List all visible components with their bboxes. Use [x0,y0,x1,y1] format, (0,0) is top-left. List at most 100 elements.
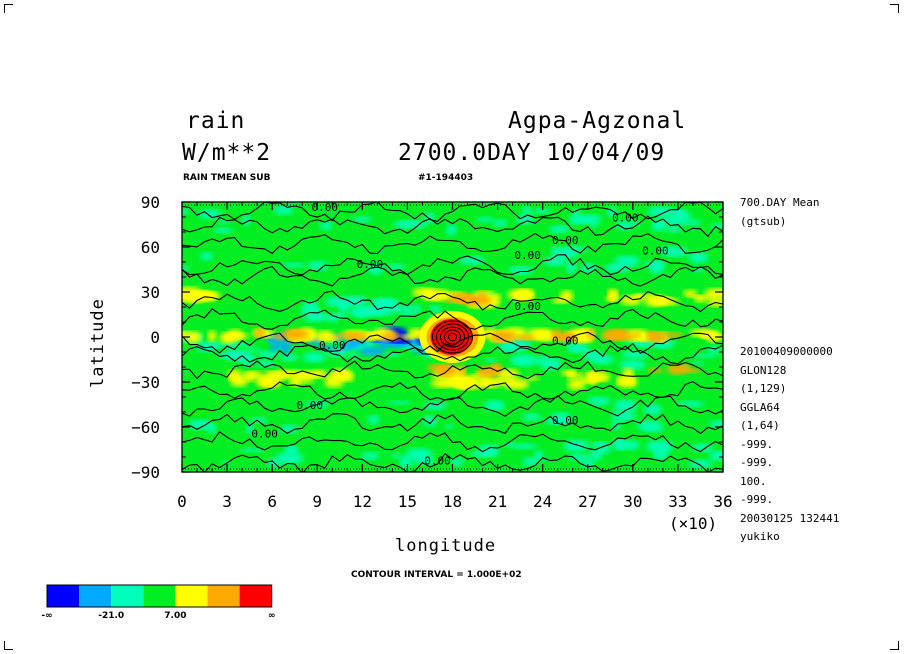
contour-line [182,413,723,435]
contour-ring [436,323,469,351]
cyan-patch [679,219,702,226]
yellow-patch [512,290,533,302]
cyan-patch [356,312,365,319]
cyan-patch [492,219,507,227]
orange-patch [681,368,701,374]
contour-line [182,380,723,401]
x-tick-label: 21 [488,492,507,511]
cyan-patch [647,206,674,218]
x-axis-label: longitude [395,536,497,556]
yellow-patch [400,334,419,340]
x-tick-label: 36 [713,492,732,511]
cyan-patch [533,359,546,365]
yellow-patch [185,292,206,304]
y-tick-label: 30 [141,283,160,302]
cyan-patch [368,263,383,275]
x-tick-label: 30 [623,492,642,511]
cyan-patch [200,251,213,261]
orange-patch [448,292,472,303]
cyan-patch [405,448,433,461]
corner-mark [4,4,13,13]
cyan-patch [451,457,464,467]
orange-patch [552,328,561,340]
contour-label: 0.00 [251,428,278,441]
yellow-patch [431,375,446,380]
cyan-patch [484,357,498,363]
orange-patch [516,334,536,341]
cyan-patch [478,444,500,454]
yellow-patch [317,330,334,340]
colorbar-swatch [47,585,80,607]
cyan-patch [245,423,254,434]
cyan-patch [444,424,455,429]
cyan-patch [423,212,435,224]
cyan-patch [303,312,327,322]
yellow-patch [184,331,202,344]
contour-line [182,215,723,238]
cyan-patch [275,451,304,464]
cyan-patch [568,453,591,462]
contour-label: 0.00 [552,414,579,427]
cyan-patch [393,220,410,229]
cyan-patch [522,413,542,421]
side-info-top: 700.DAY Mean (gtsub) [740,194,819,231]
contour-label: 0.00 [296,399,323,412]
cyan-patch [199,420,211,426]
contour-label: 0.00 [514,300,541,313]
colorbar: -∞ -21.0 7.00 ∞ [41,584,275,621]
yellow-patch [578,378,599,384]
x-tick-label: 3 [222,492,232,511]
x-tick-label: 9 [312,492,322,511]
lightblue-patch [269,344,279,352]
y-tick-label: −90 [131,463,160,482]
cyan-patch [249,417,268,424]
cyan-patch [532,208,551,214]
x-tick-label: 27 [578,492,597,511]
cyan-patch [209,342,227,348]
cyan-patch [459,256,485,265]
yellow-patch [495,368,520,380]
contour-ring [440,326,465,348]
side-info-line: -999. [740,456,774,469]
x-tick-label: 33 [668,492,687,511]
cyan-patch [503,442,516,448]
cyan-patch [182,208,189,215]
colorbar-label: -∞ [41,611,52,621]
colorbar-label: 7.00 [164,611,186,621]
side-info-bottom: 20100409000000 GLON128 (1,129) GGLA64 (1… [740,343,839,547]
contour-line [182,290,723,313]
orange-patch [281,328,309,340]
y-tick-label: −60 [131,418,160,437]
cyan-patch [361,451,380,460]
cyan-patch [581,263,596,273]
yellow-patch [706,331,720,343]
cyan-patch [708,420,723,428]
cyan-patch [689,459,713,469]
y-axis-label: latitude [88,298,108,388]
yellow-patch [331,368,352,380]
yellow-patch [229,375,239,381]
cyan-patch [543,256,568,266]
yellow-patch [225,332,250,340]
yellow-patch [604,296,617,302]
orange-patch [457,364,466,376]
x-tick-label: 12 [353,492,372,511]
cyan-patch [571,208,582,216]
side-info-line: 100. [740,474,767,488]
yellow-patch [289,375,301,387]
cyan-patch [539,358,562,370]
experiment-name: Agpa-Agzonal [508,108,687,134]
contour-label: 0.00 [514,249,541,262]
cyan-patch [604,264,631,273]
cyan-patch [280,353,298,362]
orange-patch [254,328,265,339]
colorbar-swatch [239,585,272,607]
cyan-patch [239,447,266,453]
corner-mark [890,641,899,650]
cyan-patch [583,350,604,361]
yellow-patch [632,293,646,300]
yellow-patch [561,369,576,377]
cyan-patch [688,252,709,263]
